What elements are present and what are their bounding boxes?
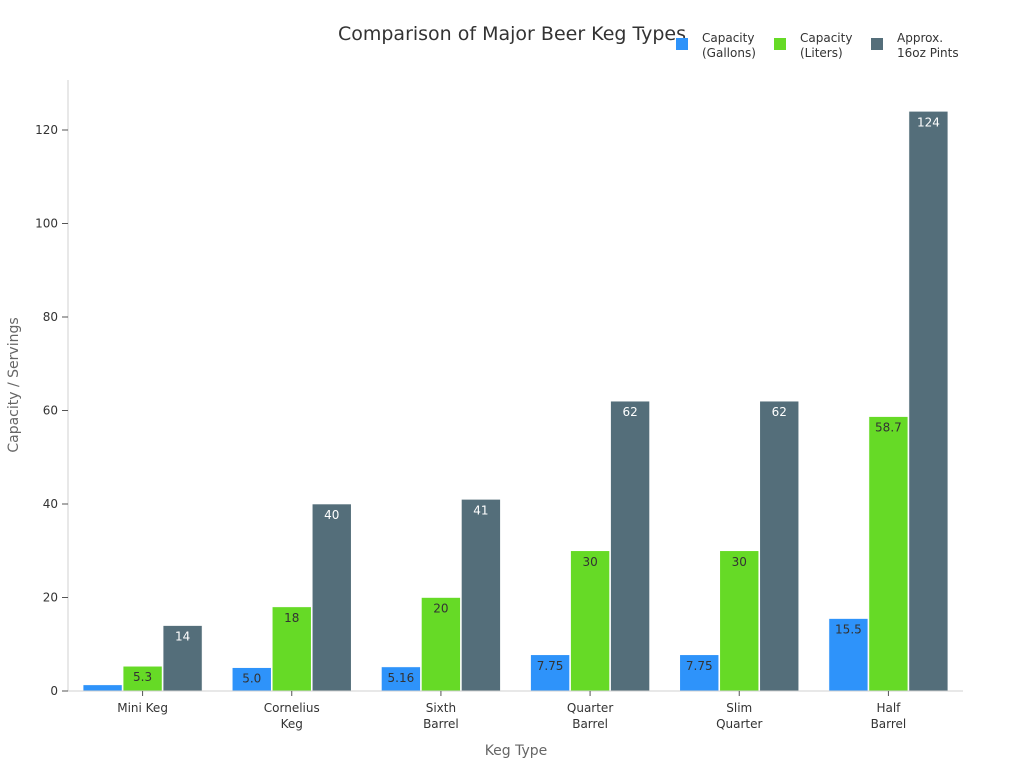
data-label: 58.7 xyxy=(875,421,902,435)
bar xyxy=(719,550,760,692)
bar xyxy=(421,597,461,692)
y-tick-label: 120 xyxy=(35,123,58,137)
bar xyxy=(461,499,501,692)
x-tick-label: Cornelius Keg xyxy=(264,701,320,731)
data-label: 14 xyxy=(175,630,190,644)
data-label: 7.75 xyxy=(686,659,713,673)
legend-swatch xyxy=(676,38,688,50)
legend: Capacity (Gallons) Capacity (Liters) Approx.… xyxy=(676,31,959,60)
legend-label[interactable]: Approx. 16oz Pints xyxy=(897,31,959,60)
data-label: 15.5 xyxy=(835,623,862,637)
legend-label[interactable]: Capacity (Gallons) xyxy=(702,31,756,60)
data-label: 40 xyxy=(324,508,339,522)
data-label: 18 xyxy=(284,611,299,625)
data-label: 30 xyxy=(582,555,597,569)
y-tick-label: 20 xyxy=(43,591,58,605)
bar xyxy=(908,111,949,692)
data-label: 5.16 xyxy=(388,671,415,685)
legend-swatch xyxy=(871,38,883,50)
bar xyxy=(82,684,123,692)
data-label: 62 xyxy=(772,405,787,419)
bar xyxy=(679,654,720,692)
y-tick-label: 60 xyxy=(43,404,58,418)
bar xyxy=(570,550,610,692)
bar xyxy=(381,666,421,692)
x-tick-label: Slim Quarter xyxy=(716,701,762,731)
data-label: 124 xyxy=(917,115,940,129)
bar xyxy=(759,400,800,692)
data-label: 30 xyxy=(732,555,747,569)
x-axis-title: Keg Type xyxy=(485,743,548,759)
bar xyxy=(311,503,352,692)
x-tick-label: Mini Keg xyxy=(117,701,168,715)
x-tick-label: Half Barrel xyxy=(871,701,907,731)
y-tick-label: 40 xyxy=(43,497,58,511)
x-axis: Mini Keg Cornelius Keg Sixth Barrel Quarter Ba… xyxy=(68,690,963,731)
data-label: 7.75 xyxy=(537,659,564,673)
y-tick-label: 0 xyxy=(50,684,58,698)
bar xyxy=(828,618,869,692)
bar xyxy=(162,625,203,692)
chart-title: Comparison of Major Beer Keg Types xyxy=(338,23,686,45)
y-tick-label: 100 xyxy=(35,217,58,231)
bar xyxy=(610,400,650,692)
y-axis: 0 20 40 60 80 100 120 xyxy=(35,80,69,698)
bars: 5.3 14 5.0 18 40 5.16 20 41 7.75 30 62 7.75 30 62 15.5… xyxy=(82,111,949,692)
bar xyxy=(271,606,312,692)
data-label: 41 xyxy=(473,503,488,517)
bar xyxy=(868,416,909,692)
y-axis-title: Capacity / Servings xyxy=(6,317,22,452)
data-label: 62 xyxy=(622,405,637,419)
data-label: 20 xyxy=(433,602,448,616)
data-label: 5.0 xyxy=(242,672,261,686)
bar xyxy=(530,654,570,692)
y-tick-label: 80 xyxy=(43,310,58,324)
legend-swatch xyxy=(774,38,786,50)
x-tick-label: Quarter Barrel xyxy=(567,701,613,731)
x-tick-label: Sixth Barrel xyxy=(423,701,459,731)
data-label: 5.3 xyxy=(133,670,152,684)
bar xyxy=(122,665,163,692)
legend-label[interactable]: Capacity (Liters) xyxy=(800,31,852,60)
